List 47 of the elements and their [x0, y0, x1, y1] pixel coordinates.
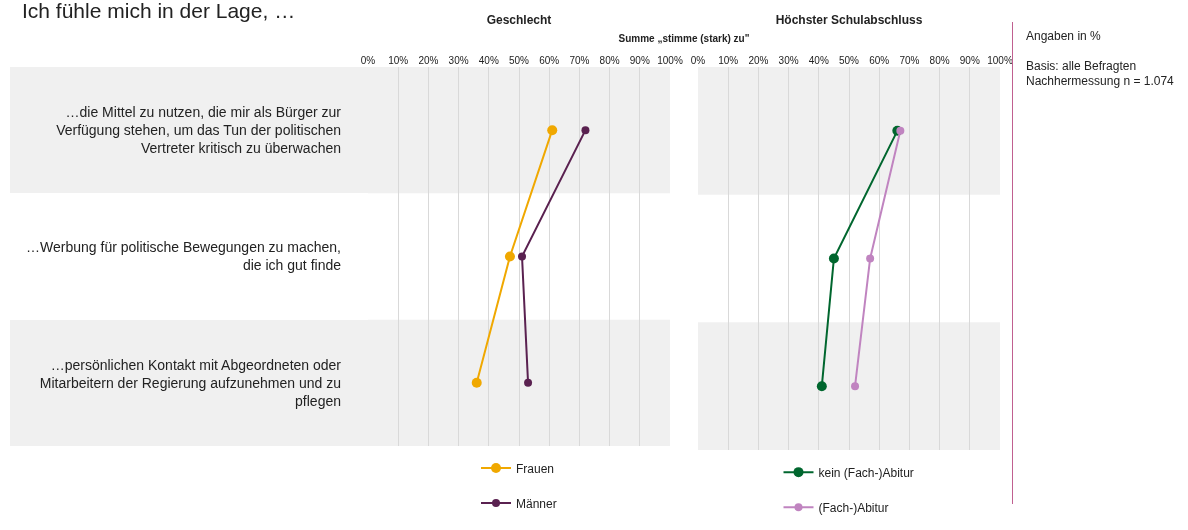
x-tick-label: 80%: [599, 55, 620, 66]
x-tick-label: 50%: [508, 55, 530, 66]
y-tick-label: …Werbung für politische Bewegungen zu machen, die ich gut finde: [26, 239, 342, 274]
point: [471, 377, 482, 388]
text: Summe „stimme (stark) zu": [617, 33, 751, 44]
x-tick-label: 100%: [657, 55, 683, 66]
y-tick-label: …die Mittel zu nutzen, die mir als Bürger zur Verfügung stehen, um das Tun der politischen Vertreter kritisch zu überwachen: [56, 103, 342, 157]
text: Basis: alle Befragten: [1026, 59, 1137, 73]
x-tick-label: 40%: [478, 55, 499, 66]
point: [518, 252, 527, 261]
point: [896, 126, 905, 135]
x-tick-label: 0%: [690, 55, 706, 66]
chart-title: Höchster Schulabschluss: [775, 13, 923, 28]
point: [504, 251, 515, 262]
x-tick-label: 10%: [718, 55, 739, 66]
x-tick-label: 0%: [360, 55, 376, 66]
text: Angaben in %: [1026, 29, 1102, 43]
chart-title: Geschlecht: [486, 13, 552, 28]
legend-label: Männer: [516, 496, 557, 511]
x-tick-label: 50%: [838, 55, 860, 66]
x-tick-label: 40%: [808, 55, 829, 66]
x-tick-label: 70%: [899, 55, 920, 66]
point: [547, 125, 558, 136]
x-tick-label: 60%: [869, 55, 890, 66]
text: Ich fühle mich in der Lage, …: [22, 0, 296, 22]
point: [816, 381, 827, 392]
x-tick-label: 90%: [629, 55, 650, 66]
x-tick-label: 10%: [388, 55, 409, 66]
legend-label: kein (Fach-)Abitur: [818, 465, 914, 480]
legend-label: (Fach-)Abitur: [818, 500, 889, 515]
point: [866, 254, 875, 263]
point: [524, 378, 533, 387]
legend-label: Frauen: [516, 461, 555, 476]
x-tick-label: 20%: [748, 55, 769, 66]
point: [581, 126, 590, 135]
point: [851, 382, 860, 391]
x-tick-label: 90%: [959, 55, 980, 66]
x-tick-label: 100%: [987, 55, 1013, 66]
x-tick-label: 60%: [539, 55, 560, 66]
y-tick-label: …persönlichen Kontakt mit Abgeordneten oder Mitarbeitern der Regierung aufzunehmen und zu pflegen: [39, 356, 342, 409]
x-tick-label: 30%: [778, 55, 799, 66]
point: [828, 253, 839, 264]
text: Nachhermessung n = 1.074: [1026, 74, 1175, 88]
x-tick-label: 70%: [569, 55, 590, 66]
x-tick-label: 20%: [418, 55, 439, 66]
x-tick-label: 80%: [929, 55, 950, 66]
x-tick-label: 30%: [448, 55, 469, 66]
